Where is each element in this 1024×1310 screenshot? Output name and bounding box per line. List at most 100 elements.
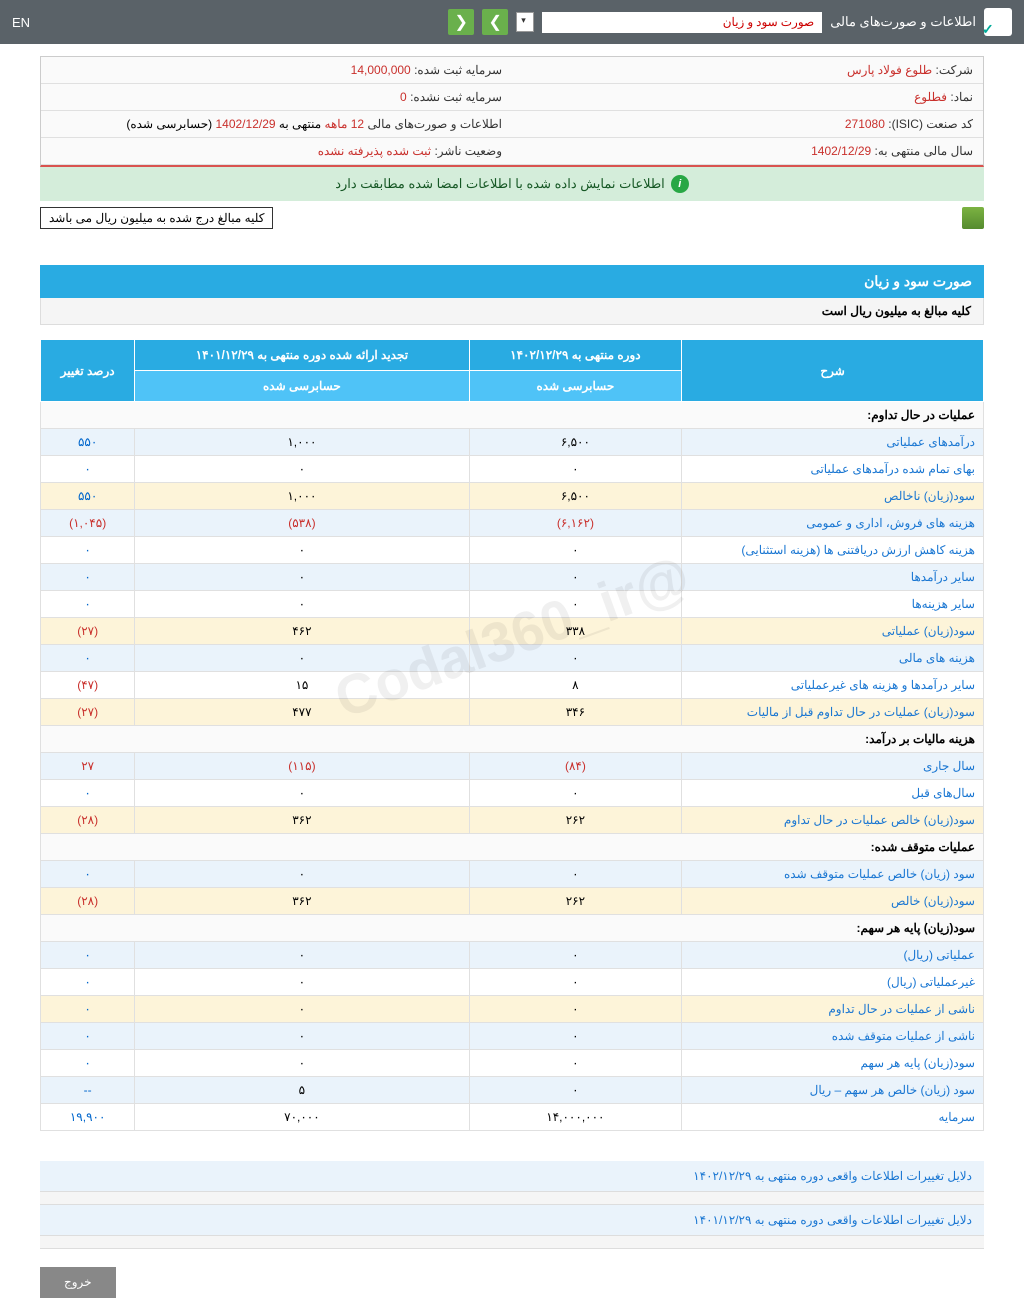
label-status: وضعیت ناشر: xyxy=(434,144,502,158)
row-chg: ۵۵۰ xyxy=(41,483,135,510)
row-desc: سرمایه xyxy=(682,1104,984,1131)
row-desc: سود(زیان) خالص عملیات در حال تداوم xyxy=(682,807,984,834)
report-select[interactable]: صورت سود و زیان xyxy=(542,12,822,33)
period-end-lbl: منتهی به xyxy=(279,117,321,131)
exit-button[interactable]: خروج xyxy=(40,1267,116,1298)
row-cur: ۰ xyxy=(469,861,682,888)
val-status: ثبت شده پذیرفته نشده xyxy=(318,144,431,158)
row-desc: غیرعملیاتی (ریال) xyxy=(682,969,984,996)
row-desc: سایر درآمدها xyxy=(682,564,984,591)
excel-export-icon[interactable] xyxy=(962,207,984,229)
row-desc: سود(زیان) ناخالص xyxy=(682,483,984,510)
row-prev: ۰ xyxy=(135,645,469,672)
th-prev: تجدید ارائه شده دوره منتهی به ۱۴۰۱/۱۲/۲۹ xyxy=(135,340,469,371)
section-sub: کلیه مبالغ به میلیون ریال است xyxy=(40,298,984,325)
row-prev: ۰ xyxy=(135,1050,469,1077)
row-chg: (۲۷) xyxy=(41,618,135,645)
row-prev: ۰ xyxy=(135,996,469,1023)
nav-next-button[interactable]: ❯ xyxy=(482,9,508,35)
row-prev: (۵۳۸) xyxy=(135,510,469,537)
val-period: 12 ماهه xyxy=(325,117,365,131)
row-prev: ۰ xyxy=(135,456,469,483)
th-chg: درصد تغییر xyxy=(41,340,135,402)
row-desc: عملیاتی (ریال) xyxy=(682,942,984,969)
row-chg: (۲۸) xyxy=(41,888,135,915)
row-desc: هزینه کاهش ارزش دریافتنی ها (هزینه استثن… xyxy=(682,537,984,564)
lang-toggle[interactable]: EN xyxy=(12,15,30,30)
topbar-title: اطلاعات و صورت‌های مالی xyxy=(830,14,976,30)
topbar: اطلاعات و صورت‌های مالی صورت سود و زیان … xyxy=(0,0,1024,44)
row-prev: ۰ xyxy=(135,564,469,591)
label-fy: سال مالی منتهی به: xyxy=(875,144,973,158)
row-chg: ۰ xyxy=(41,456,135,483)
row-chg: ۲۷ xyxy=(41,753,135,780)
row-chg: ۰ xyxy=(41,1023,135,1050)
row-desc: سود(زیان) خالص xyxy=(682,888,984,915)
row-desc: سایر درآمدها و هزینه های غیرعملیاتی xyxy=(682,672,984,699)
row-desc: سایر هزینه‌ها xyxy=(682,591,984,618)
row-prev: ۷۰,۰۰۰ xyxy=(135,1104,469,1131)
row-chg: ۰ xyxy=(41,591,135,618)
nav-prev-button[interactable]: ❮ xyxy=(448,9,474,35)
row-chg: (۲۷) xyxy=(41,699,135,726)
reasons-section: دلایل تغییرات اطلاعات واقعی دوره منتهی ب… xyxy=(40,1161,984,1249)
row-cur: ۱۴,۰۰۰,۰۰۰ xyxy=(469,1104,682,1131)
profit-loss-table: شرح دوره منتهی به ۱۴۰۲/۱۲/۲۹ تجدید ارائه… xyxy=(40,339,984,1131)
th-cur: دوره منتهی به ۱۴۰۲/۱۲/۲۹ xyxy=(469,340,682,371)
row-prev: ۰ xyxy=(135,969,469,996)
th-cur-aud: حسابرسی شده xyxy=(469,371,682,402)
row-prev: ۴۷۷ xyxy=(135,699,469,726)
dropdown-icon[interactable] xyxy=(516,12,534,32)
val-symbol: فطلوع xyxy=(914,90,947,104)
th-desc: شرح xyxy=(682,340,984,402)
row-cur: ۰ xyxy=(469,1050,682,1077)
row-cur: ۰ xyxy=(469,645,682,672)
row-prev: ۰ xyxy=(135,591,469,618)
label-isic: کد صنعت (ISIC): xyxy=(888,117,973,131)
row-chg: (۱,۰۴۵) xyxy=(41,510,135,537)
label-company: شرکت: xyxy=(935,63,973,77)
row-desc: ناشی از عملیات در حال تداوم xyxy=(682,996,984,1023)
row-chg: ۰ xyxy=(41,996,135,1023)
row-prev: ۴۶۲ xyxy=(135,618,469,645)
row-chg: ۰ xyxy=(41,861,135,888)
row-desc: سود (زیان) خالص هر سهم – ریال xyxy=(682,1077,984,1104)
row-desc: درآمدهای عملیاتی xyxy=(682,429,984,456)
row-cur: (۸۴) xyxy=(469,753,682,780)
company-info-box: شرکت: طلوع فولاد پارس سرمایه ثبت شده: 14… xyxy=(40,56,984,167)
notice-text: اطلاعات نمایش داده شده با اطلاعات امضا ش… xyxy=(335,176,665,192)
row-chg: ۰ xyxy=(41,1050,135,1077)
val-period-end: 1402/12/29 xyxy=(215,117,275,131)
row-cur: ۰ xyxy=(469,591,682,618)
row-prev: ۳۶۲ xyxy=(135,888,469,915)
row-prev: ۳۶۲ xyxy=(135,807,469,834)
row-chg: ۱۹,۹۰۰ xyxy=(41,1104,135,1131)
row-cur: ۲۶۲ xyxy=(469,807,682,834)
section-title: صورت سود و زیان xyxy=(40,265,984,298)
row-desc: هزینه های فروش، اداری و عمومی xyxy=(682,510,984,537)
val-company: طلوع فولاد پارس xyxy=(847,63,932,77)
row-chg: ۵۵۰ xyxy=(41,429,135,456)
report-icon xyxy=(984,8,1012,36)
row-cur: ۸ xyxy=(469,672,682,699)
row-prev: ۱۵ xyxy=(135,672,469,699)
row-cur: (۶,۱۶۲) xyxy=(469,510,682,537)
row-desc: سال جاری xyxy=(682,753,984,780)
row-desc: سود (زیان) خالص عملیات متوقف شده xyxy=(682,861,984,888)
row-cur: ۰ xyxy=(469,969,682,996)
th-prev-aud: حسابرسی شده xyxy=(135,371,469,402)
row-chg: -- xyxy=(41,1077,135,1104)
row-prev: ۰ xyxy=(135,861,469,888)
unit-note: کلیه مبالغ درج شده به میلیون ریال می باش… xyxy=(40,207,273,229)
row-cur: ۳۴۶ xyxy=(469,699,682,726)
row-cur: ۰ xyxy=(469,564,682,591)
row-chg: ۰ xyxy=(41,537,135,564)
row-desc: بهای تمام شده درآمدهای عملیاتی xyxy=(682,456,984,483)
label-cap-unreg: سرمایه ثبت نشده: xyxy=(410,90,502,104)
row-desc: سود(زیان) پایه هر سهم xyxy=(682,1050,984,1077)
group-row: عملیات متوقف شده: xyxy=(41,834,984,861)
row-chg: ۰ xyxy=(41,645,135,672)
row-desc: هزینه های مالی xyxy=(682,645,984,672)
row-prev: ۰ xyxy=(135,780,469,807)
info-icon: i xyxy=(671,175,689,193)
